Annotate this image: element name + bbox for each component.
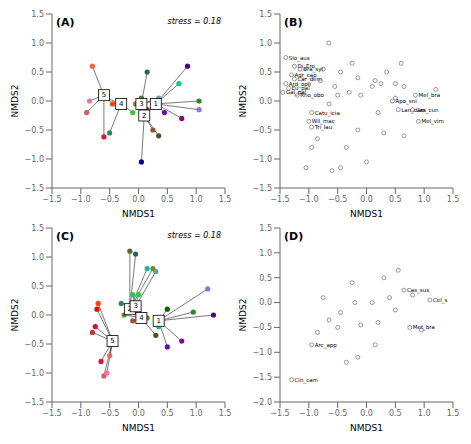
svg-text:Car_dem: Car_dem bbox=[297, 76, 322, 82]
html-text:NMDS2: NMDS2 bbox=[10, 298, 20, 332]
svg-text:−0.5: −0.5 bbox=[253, 126, 272, 135]
svg-text:1.0: 1.0 bbox=[190, 409, 203, 418]
svg-text:Slo_aus: Slo_aus bbox=[289, 55, 310, 62]
svg-text:Cel_s: Cel_s bbox=[433, 297, 448, 304]
svg-text:Ard_ope: Ard_ope bbox=[288, 80, 312, 87]
svg-text:−1.0: −1.0 bbox=[71, 195, 90, 204]
svg-text:5: 5 bbox=[110, 337, 114, 345]
svg-text:−1.5: −1.5 bbox=[253, 184, 272, 193]
html-text:NMDS1: NMDS1 bbox=[350, 423, 383, 433]
svg-text:−0.5: −0.5 bbox=[328, 409, 347, 418]
svg-text:0.5: 0.5 bbox=[31, 68, 44, 77]
html-text:(B): (B) bbox=[284, 16, 303, 29]
svg-text:0.0: 0.0 bbox=[259, 97, 272, 106]
svg-text:Cin_cam: Cin_cam bbox=[295, 377, 318, 384]
svg-text:−1.5: −1.5 bbox=[25, 184, 44, 193]
svg-text:0.0: 0.0 bbox=[132, 195, 145, 204]
html-text:NMDS1: NMDS1 bbox=[122, 423, 155, 433]
svg-text:0.5: 0.5 bbox=[389, 409, 402, 418]
svg-text:Wil_mac: Wil_mac bbox=[311, 118, 335, 125]
svg-text:−0.5: −0.5 bbox=[328, 195, 347, 204]
svg-text:Mel_vim: Mel_vim bbox=[421, 118, 444, 125]
svg-text:Cas_cun: Cas_cun bbox=[415, 106, 439, 113]
svg-text:Rho_obo: Rho_obo bbox=[300, 92, 324, 99]
svg-text:1.5: 1.5 bbox=[219, 195, 232, 204]
svg-text:Cas_sus: Cas_sus bbox=[407, 287, 429, 294]
svg-text:0.0: 0.0 bbox=[360, 195, 373, 204]
html-text:NMDS2: NMDS2 bbox=[238, 298, 248, 332]
svg-text:1.5: 1.5 bbox=[219, 409, 232, 418]
svg-text:0.5: 0.5 bbox=[31, 282, 44, 291]
svg-text:−1.5: −1.5 bbox=[25, 398, 44, 407]
svg-text:1.5: 1.5 bbox=[31, 224, 44, 233]
svg-text:0.5: 0.5 bbox=[161, 195, 174, 204]
svg-text:−1.5: −1.5 bbox=[42, 195, 61, 204]
svg-text:1.0: 1.0 bbox=[418, 195, 431, 204]
svg-text:1.0: 1.0 bbox=[31, 39, 44, 48]
svg-text:−1.5: −1.5 bbox=[270, 195, 289, 204]
svg-text:0.5: 0.5 bbox=[389, 195, 402, 204]
svg-text:2: 2 bbox=[142, 112, 146, 120]
svg-text:0.0: 0.0 bbox=[360, 409, 373, 418]
svg-text:0.5: 0.5 bbox=[259, 274, 272, 283]
svg-text:1.0: 1.0 bbox=[259, 39, 272, 48]
svg-text:−0.5: −0.5 bbox=[25, 126, 44, 135]
html-text:NMDS1: NMDS1 bbox=[122, 209, 155, 219]
svg-text:5: 5 bbox=[102, 91, 106, 99]
svg-text:1.0: 1.0 bbox=[31, 253, 44, 262]
svg-text:−0.5: −0.5 bbox=[253, 323, 272, 332]
svg-text:Arc_app: Arc_app bbox=[315, 342, 338, 349]
svg-text:−0.5: −0.5 bbox=[25, 340, 44, 349]
svg-text:1: 1 bbox=[154, 100, 158, 108]
svg-text:−1.0: −1.0 bbox=[299, 409, 318, 418]
svg-text:4: 4 bbox=[119, 100, 124, 108]
html-text:stress = 0.18: stress = 0.18 bbox=[167, 17, 221, 26]
svg-text:1.5: 1.5 bbox=[447, 409, 460, 418]
svg-text:Catu_icia: Catu_icia bbox=[315, 110, 340, 117]
svg-text:0.0: 0.0 bbox=[259, 298, 272, 307]
html-text:NMDS2: NMDS2 bbox=[10, 84, 20, 118]
svg-text:Met_bra: Met_bra bbox=[413, 324, 435, 331]
svg-text:1.0: 1.0 bbox=[418, 409, 431, 418]
svg-text:4: 4 bbox=[139, 314, 144, 322]
svg-text:−1.5: −1.5 bbox=[42, 409, 61, 418]
svg-text:−0.5: −0.5 bbox=[100, 195, 119, 204]
svg-text:0.5: 0.5 bbox=[259, 68, 272, 77]
svg-text:1.0: 1.0 bbox=[259, 249, 272, 258]
svg-text:0.0: 0.0 bbox=[132, 409, 145, 418]
svg-text:−1.0: −1.0 bbox=[253, 348, 272, 357]
svg-text:0.0: 0.0 bbox=[31, 97, 44, 106]
svg-text:1.0: 1.0 bbox=[190, 195, 203, 204]
html-text:(A): (A) bbox=[56, 16, 75, 29]
svg-text:−1.0: −1.0 bbox=[71, 409, 90, 418]
svg-text:Lan_cam: Lan_cam bbox=[401, 107, 425, 114]
html-text:NMDS1: NMDS1 bbox=[350, 209, 383, 219]
svg-text:0.5: 0.5 bbox=[161, 409, 174, 418]
svg-text:Mel_bra: Mel_bra bbox=[419, 92, 441, 99]
svg-text:−1.0: −1.0 bbox=[25, 155, 44, 164]
svg-text:Gal_pal: Gal_pal bbox=[285, 89, 307, 96]
svg-text:Tri_lau: Tri_lau bbox=[314, 124, 332, 131]
svg-text:−1.0: −1.0 bbox=[25, 369, 44, 378]
svg-text:−1.5: −1.5 bbox=[270, 409, 289, 418]
svg-text:1.5: 1.5 bbox=[259, 224, 272, 233]
svg-text:Bra_syl: Bra_syl bbox=[303, 66, 323, 73]
svg-text:−1.5: −1.5 bbox=[253, 373, 272, 382]
svg-text:1.5: 1.5 bbox=[259, 10, 272, 19]
svg-text:1.5: 1.5 bbox=[447, 195, 460, 204]
svg-text:0.0: 0.0 bbox=[31, 311, 44, 320]
html-text:stress = 0.18: stress = 0.18 bbox=[167, 231, 221, 240]
svg-text:−1.0: −1.0 bbox=[253, 155, 272, 164]
svg-text:3: 3 bbox=[139, 100, 143, 108]
svg-text:1.5: 1.5 bbox=[31, 10, 44, 19]
html-text:(C): (C) bbox=[56, 230, 75, 243]
svg-text:−1.0: −1.0 bbox=[299, 195, 318, 204]
svg-text:1: 1 bbox=[156, 317, 160, 325]
svg-text:−0.5: −0.5 bbox=[100, 409, 119, 418]
html-text:(D): (D) bbox=[284, 230, 304, 243]
html-text:NMDS2: NMDS2 bbox=[238, 84, 248, 118]
svg-text:−2.0: −2.0 bbox=[253, 398, 272, 407]
svg-text:Apo_sni: Apo_sni bbox=[395, 98, 417, 105]
svg-text:3: 3 bbox=[133, 302, 137, 310]
